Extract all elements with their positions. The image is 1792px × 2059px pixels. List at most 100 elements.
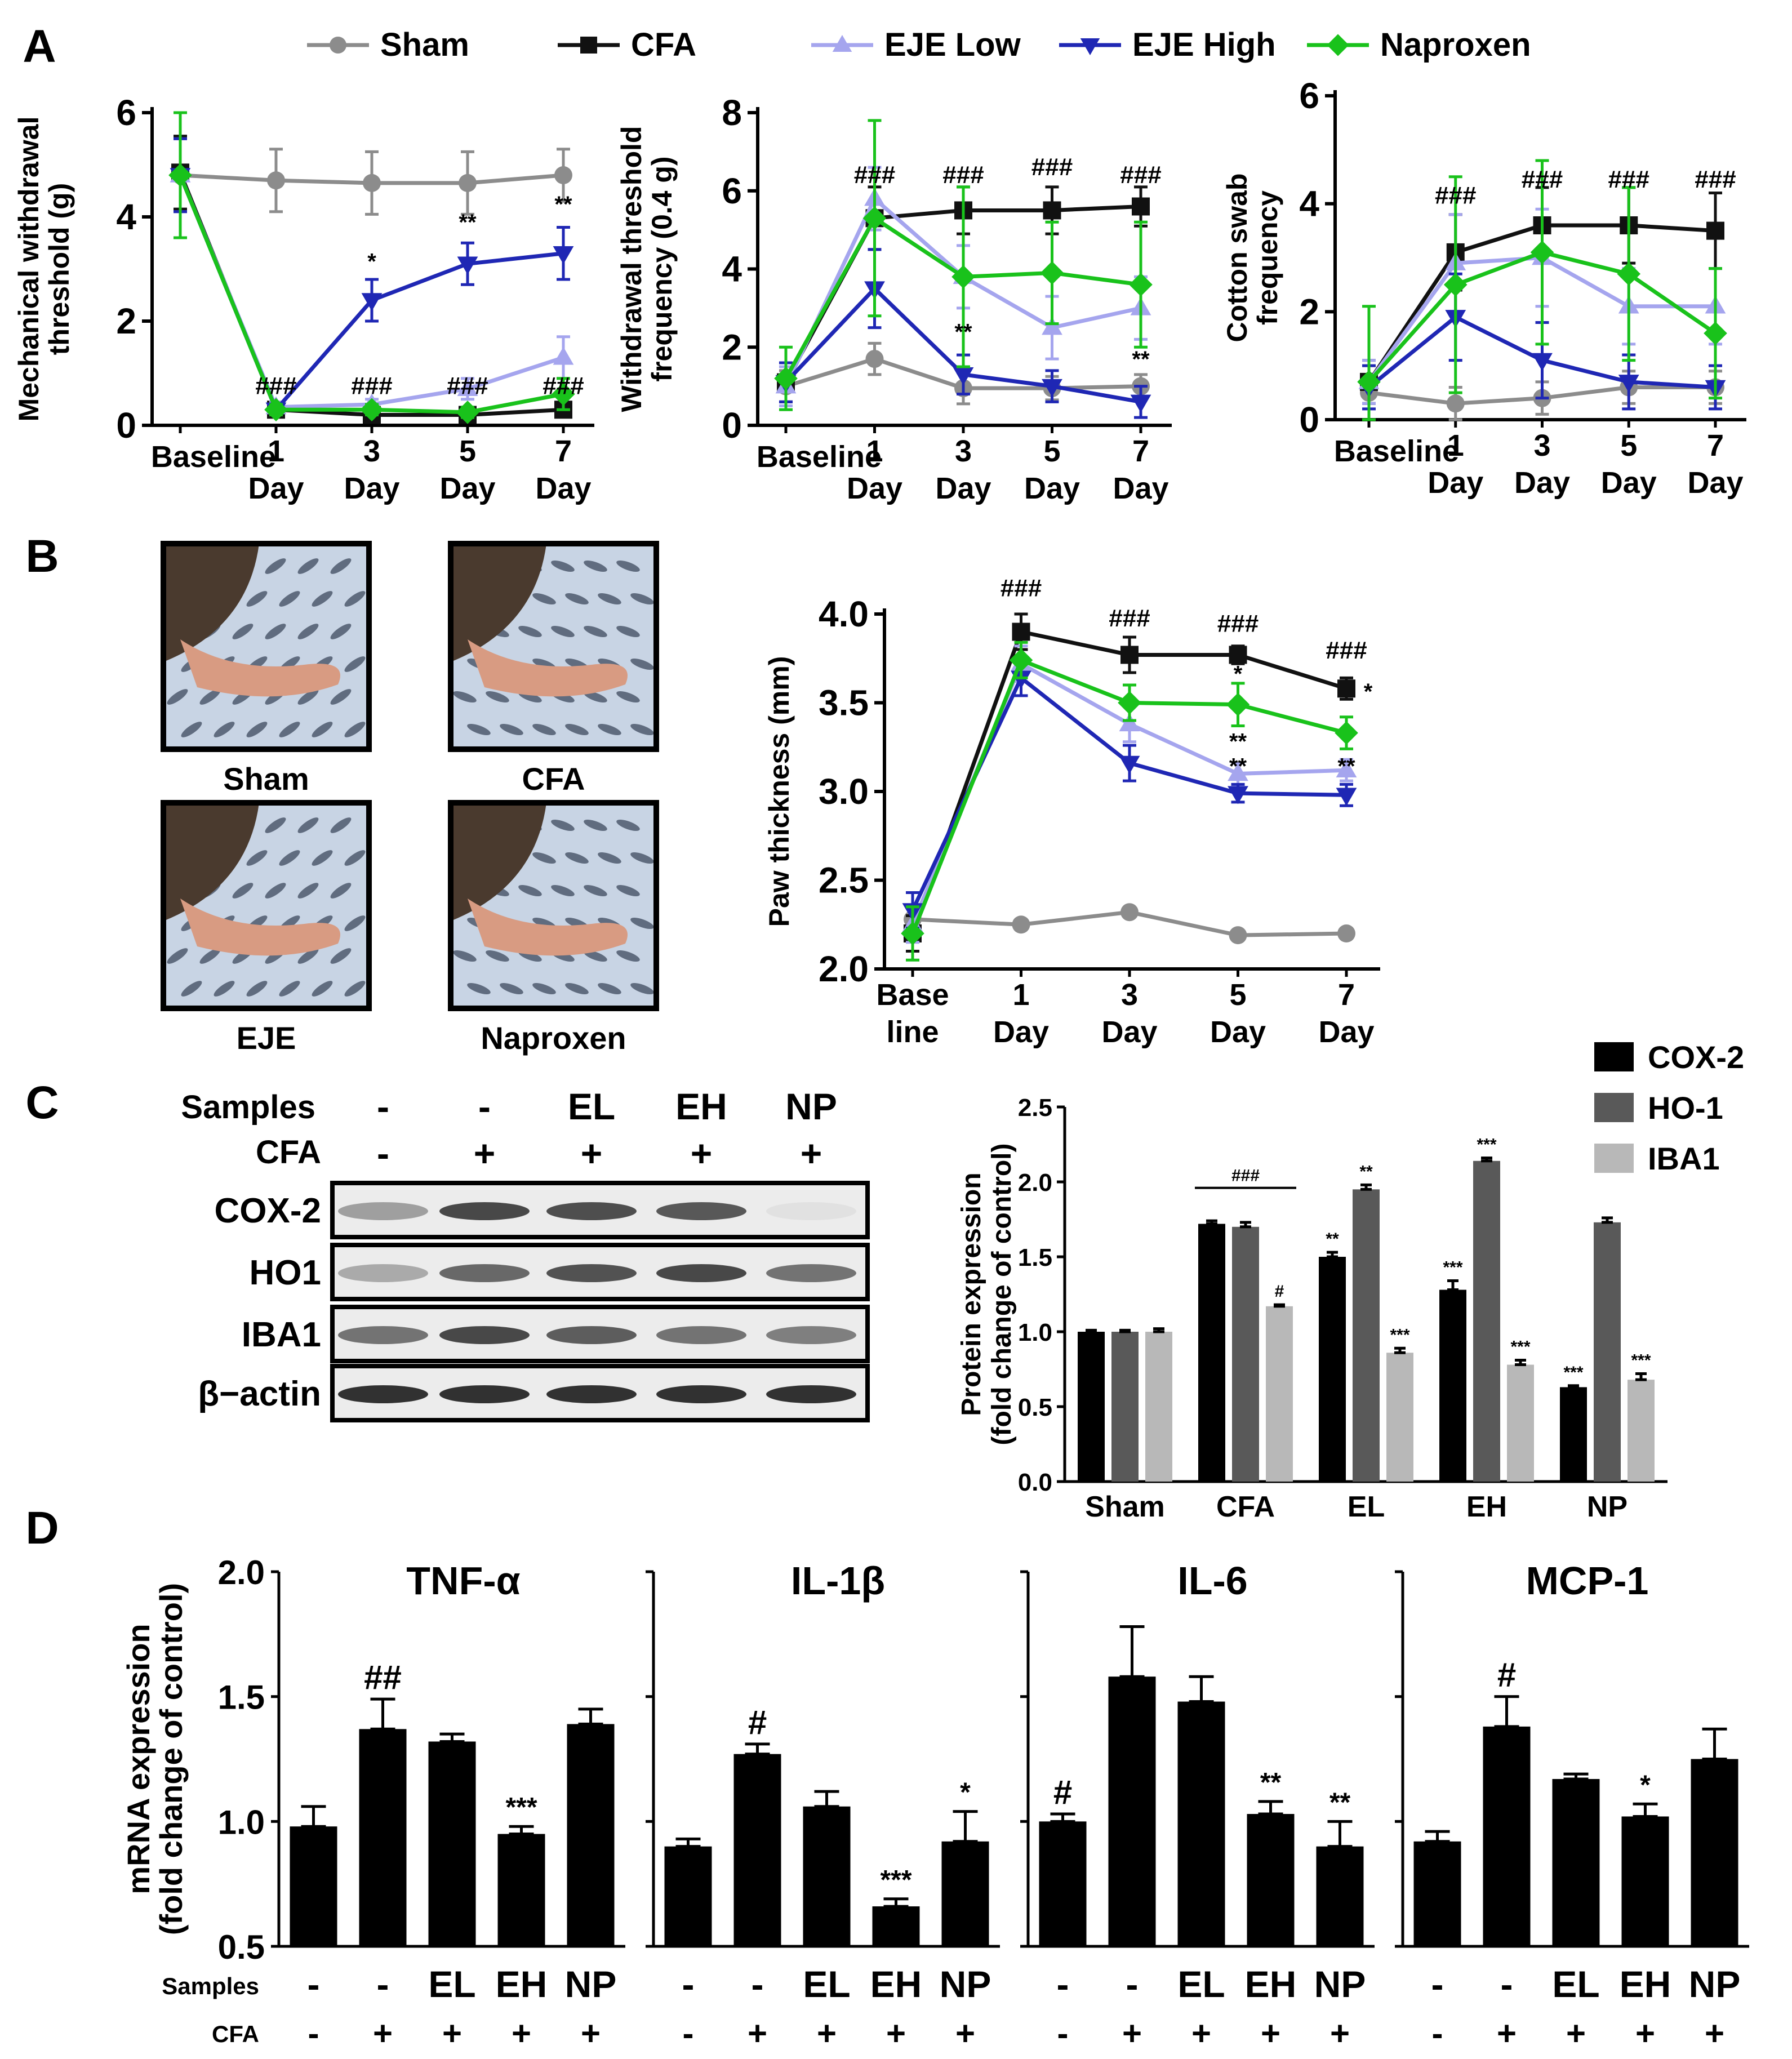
data-point (1012, 622, 1030, 641)
bar (428, 1741, 476, 1946)
photo-frame (161, 541, 372, 752)
bar-cox-2-el (1319, 1257, 1346, 1482)
x-category-label: EL (1348, 1491, 1385, 1523)
significance-mark: ### (854, 161, 895, 189)
data-point (1532, 353, 1553, 371)
mat-pattern (616, 820, 640, 831)
blot-band-row--actin: β−actin (198, 1364, 870, 1422)
significance-mark: * (960, 1778, 971, 1808)
data-point (774, 366, 798, 390)
data-point (264, 398, 288, 422)
legend-label: EJE High (1132, 26, 1276, 63)
mat-pattern (199, 689, 221, 705)
legend-item-cfa: CFA (558, 26, 696, 63)
blot-cfa-label: + (691, 1132, 713, 1174)
photo-frame (161, 800, 372, 1011)
mat-pattern (297, 817, 319, 833)
mat-pattern (181, 722, 202, 737)
x-tick-label: 1 (1012, 978, 1029, 1012)
data-point (1120, 646, 1139, 664)
data-point (1335, 721, 1358, 745)
bar (1108, 1676, 1156, 1946)
significance-mark: ** (1132, 347, 1150, 372)
fur (451, 544, 546, 662)
y-axis-label: Cotton swab (1221, 174, 1253, 343)
mat-pattern (630, 852, 654, 864)
data-point (1119, 755, 1140, 774)
bar-cox-2-sham (1078, 1332, 1105, 1482)
legend-item-sham: Sham (307, 26, 469, 63)
significance-mark: ** (1326, 1230, 1339, 1248)
significance-mark: * (1364, 679, 1373, 704)
y-tick-label: 0.5 (1018, 1394, 1052, 1421)
cfa-label: - (1432, 2014, 1443, 2052)
significance-mark: # (1275, 1282, 1284, 1301)
mat-pattern (297, 624, 319, 639)
mat-pattern (344, 850, 366, 866)
y-tick-label: 2.0 (819, 949, 869, 989)
sample-label: - (752, 1963, 764, 2005)
data-point (1040, 261, 1064, 285)
data-point (554, 166, 572, 184)
mat-pattern (630, 724, 654, 735)
blot-band (338, 1202, 428, 1220)
bar (872, 1906, 920, 1946)
mat-pattern (214, 981, 235, 997)
mat-pattern (279, 591, 300, 607)
cfa-label: + (886, 2014, 906, 2052)
y-tick-label: 4 (116, 197, 136, 237)
blot-band (766, 1202, 856, 1220)
x-tick-label: 3 (955, 434, 972, 468)
data-point (459, 174, 477, 192)
mat-pattern (344, 915, 366, 931)
y-tick-label: 4 (722, 249, 742, 290)
legend-swatch (1594, 1093, 1634, 1122)
bar-cox-2-np (1560, 1387, 1587, 1482)
x-category-label: EH (1466, 1491, 1507, 1523)
data-point (1357, 370, 1381, 394)
significance-mark: * (1234, 662, 1243, 687)
mat-pattern (616, 885, 640, 896)
mat-pattern (500, 724, 523, 735)
mat-pattern (584, 820, 607, 831)
fur (163, 544, 259, 662)
mat-pattern (598, 983, 621, 994)
mat-pattern (467, 983, 491, 994)
bar-cox-2-eh (1439, 1289, 1466, 1482)
mat-pattern (246, 981, 268, 997)
sample-label: NP (565, 1963, 617, 2005)
x-tick-label: 1 (866, 434, 883, 468)
blot-sample-label: - (478, 1086, 491, 1127)
line-chart-paw: 2.02.53.03.54.0Baseline1Day3Day5Day7DayP… (763, 575, 1380, 1049)
cfa-label: + (1635, 2014, 1655, 2052)
data-point (1530, 241, 1554, 264)
data-point (360, 398, 384, 422)
legend-marker (330, 37, 346, 54)
data-point (361, 293, 383, 312)
y-tick-label: 6 (722, 171, 742, 211)
bar (1039, 1821, 1087, 1946)
bar-iba1-sham (1145, 1332, 1172, 1482)
data-point (1042, 379, 1062, 397)
cfa-label: + (1122, 2014, 1142, 2052)
mat-pattern (199, 948, 221, 964)
blot-band (766, 1326, 856, 1344)
photo-caption: EJE (237, 1020, 296, 1056)
mat-pattern (486, 691, 509, 702)
y-tick-label: 4 (1299, 184, 1319, 224)
paw-photo-cfa: CFA (448, 541, 659, 797)
mat-pattern (584, 561, 607, 572)
x-tick-label: line (886, 1015, 939, 1049)
bar (567, 1724, 615, 1946)
significance-mark: ### (1608, 166, 1649, 193)
data-point (267, 171, 285, 190)
y-axis-label: Withdrawal threshold (616, 126, 647, 412)
mat-pattern (532, 852, 556, 864)
cfa-label: + (581, 2014, 601, 2052)
bar-iba1-eh (1507, 1364, 1534, 1482)
significance-mark: ** (554, 192, 572, 217)
cfa-label: + (1191, 2014, 1211, 2052)
photo-caption: Naproxen (481, 1020, 626, 1056)
bar (941, 1841, 989, 1946)
